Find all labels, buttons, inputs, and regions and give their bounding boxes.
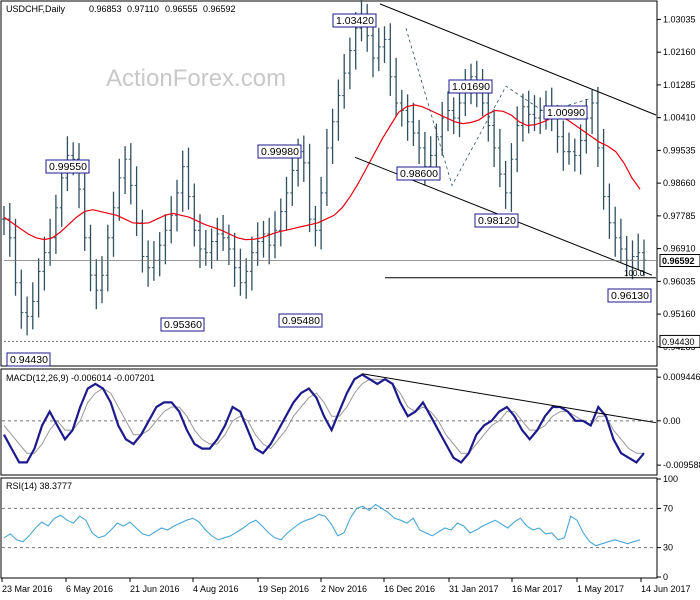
price-annotations: 1.03420 0.99550 0.99980 1.01690 1.00990 0.986…: [6, 13, 652, 367]
price-label-box: [45, 159, 90, 174]
price-label: 1.00990: [547, 107, 585, 119]
macd-y-tick-label: 0.009446: [663, 372, 700, 382]
rsi-y-tick-label: 100: [663, 474, 678, 484]
price-label-box: [6, 352, 51, 367]
price-panel-frame: [0, 0, 658, 367]
price-y-tick-label: 1.02160: [663, 47, 696, 57]
price-label-box: [278, 313, 323, 328]
date-tick-label: 21 Jun 2016: [130, 584, 180, 594]
price-label: 0.96130: [611, 290, 649, 302]
rsi-panel-frame: [0, 477, 658, 579]
level-price-label: 0.94430: [662, 337, 695, 347]
watermark: ActionForex.com: [106, 65, 286, 92]
rsi-line: [3, 503, 641, 547]
macd-y-tick-label: 0.00: [663, 416, 681, 426]
price-y-tick-label: 1.01285: [663, 80, 696, 90]
current-price-label: 0.96592: [662, 256, 695, 266]
rsi-line: [2, 503, 656, 549]
price-y-tick-label: 0.98660: [663, 178, 696, 188]
price-label: 0.95480: [282, 315, 320, 327]
date-tick-label: 1 May 2017: [577, 584, 624, 594]
date-tick-label: 4 Aug 2016: [193, 584, 239, 594]
date-tick-label: 19 Sep 2016: [258, 584, 309, 594]
ohlc-open: 0.96853: [89, 4, 122, 14]
price-label-box: [396, 166, 441, 181]
price-label-box: [257, 144, 302, 159]
price-y-tick-label: 0.96910: [663, 244, 696, 254]
price-label: 0.94430: [10, 354, 48, 366]
price-label: 0.99550: [49, 161, 87, 173]
price-y-tick-label: 1.03035: [663, 14, 696, 24]
price-label: 0.98120: [478, 215, 516, 227]
date-tick-label: 16 Dec 2016: [384, 584, 435, 594]
channel-upper-line: [379, 3, 657, 116]
fib-label: 100.0: [624, 269, 645, 278]
price-y-tick-label: 1.00410: [663, 113, 696, 123]
price-label-box: [607, 288, 652, 303]
date-tick-label: 16 Mar 2017: [512, 584, 563, 594]
price-label: 1.01690: [452, 81, 490, 93]
price-label: 0.98600: [400, 168, 438, 180]
price-y-tick-label: 0.97785: [663, 211, 696, 221]
current-price-box: [659, 254, 700, 268]
macd-panel-frame: [0, 368, 658, 476]
rsi-y-axis: 100 70 30 0: [657, 474, 678, 582]
ohlc-low: 0.96555: [165, 4, 198, 14]
macd-title: MACD(12,26,9) -0.006014 -0.007201: [6, 373, 155, 383]
price-label-box: [448, 79, 493, 94]
price-label-box: [332, 13, 377, 28]
price-label: 0.99980: [261, 146, 299, 158]
price-label-box: [160, 317, 205, 332]
date-tick-label: 2 Nov 2016: [321, 584, 367, 594]
rsi-y-tick-label: 0: [663, 572, 668, 582]
price-label-box: [543, 105, 588, 120]
level-price-box: [659, 334, 700, 348]
date-tick-label: 31 Jan 2017: [449, 584, 499, 594]
price-label: 0.95360: [164, 319, 202, 331]
ohlc-close: 0.96592: [203, 4, 236, 14]
date-tick-label: 23 Mar 2016: [2, 584, 53, 594]
price-label: 1.03420: [336, 15, 374, 27]
rsi-y-tick-label: 70: [663, 503, 673, 513]
macd-trendline: [361, 373, 657, 424]
price-y-tick-label: 0.96035: [663, 276, 696, 286]
macd-y-axis: 0.009446 0.00 -0.009588: [657, 372, 700, 470]
moving-average: [3, 104, 641, 241]
macd-line: [3, 373, 645, 464]
date-axis: 23 Mar 2016 6 May 2016 21 Jun 2016 4 Aug 20…: [1, 578, 691, 594]
price-title: USDCHF,Daily: [6, 4, 66, 14]
rsi-y-tick-label: 30: [663, 543, 673, 553]
macd-lines: [2, 373, 657, 464]
rsi-title: RSI(14) 38.3777: [6, 481, 72, 491]
price-y-tick-label: 0.99535: [663, 145, 696, 155]
ohlc-high: 0.97110: [127, 4, 159, 14]
date-tick-label: 14 Jun 2017: [641, 584, 691, 594]
price-label-box: [474, 213, 519, 228]
macd-y-tick-label: -0.009588: [663, 460, 700, 470]
date-tick-label: 6 May 2016: [66, 584, 113, 594]
price-candles: [2, 0, 646, 336]
dashed-wave-line: [405, 28, 591, 187]
price-y-axis: 1.03035 1.02160 1.01285 1.00410 0.99535 0.986…: [657, 14, 700, 352]
price-y-tick-label: 0.95160: [663, 309, 696, 319]
ma-line: [3, 104, 641, 241]
